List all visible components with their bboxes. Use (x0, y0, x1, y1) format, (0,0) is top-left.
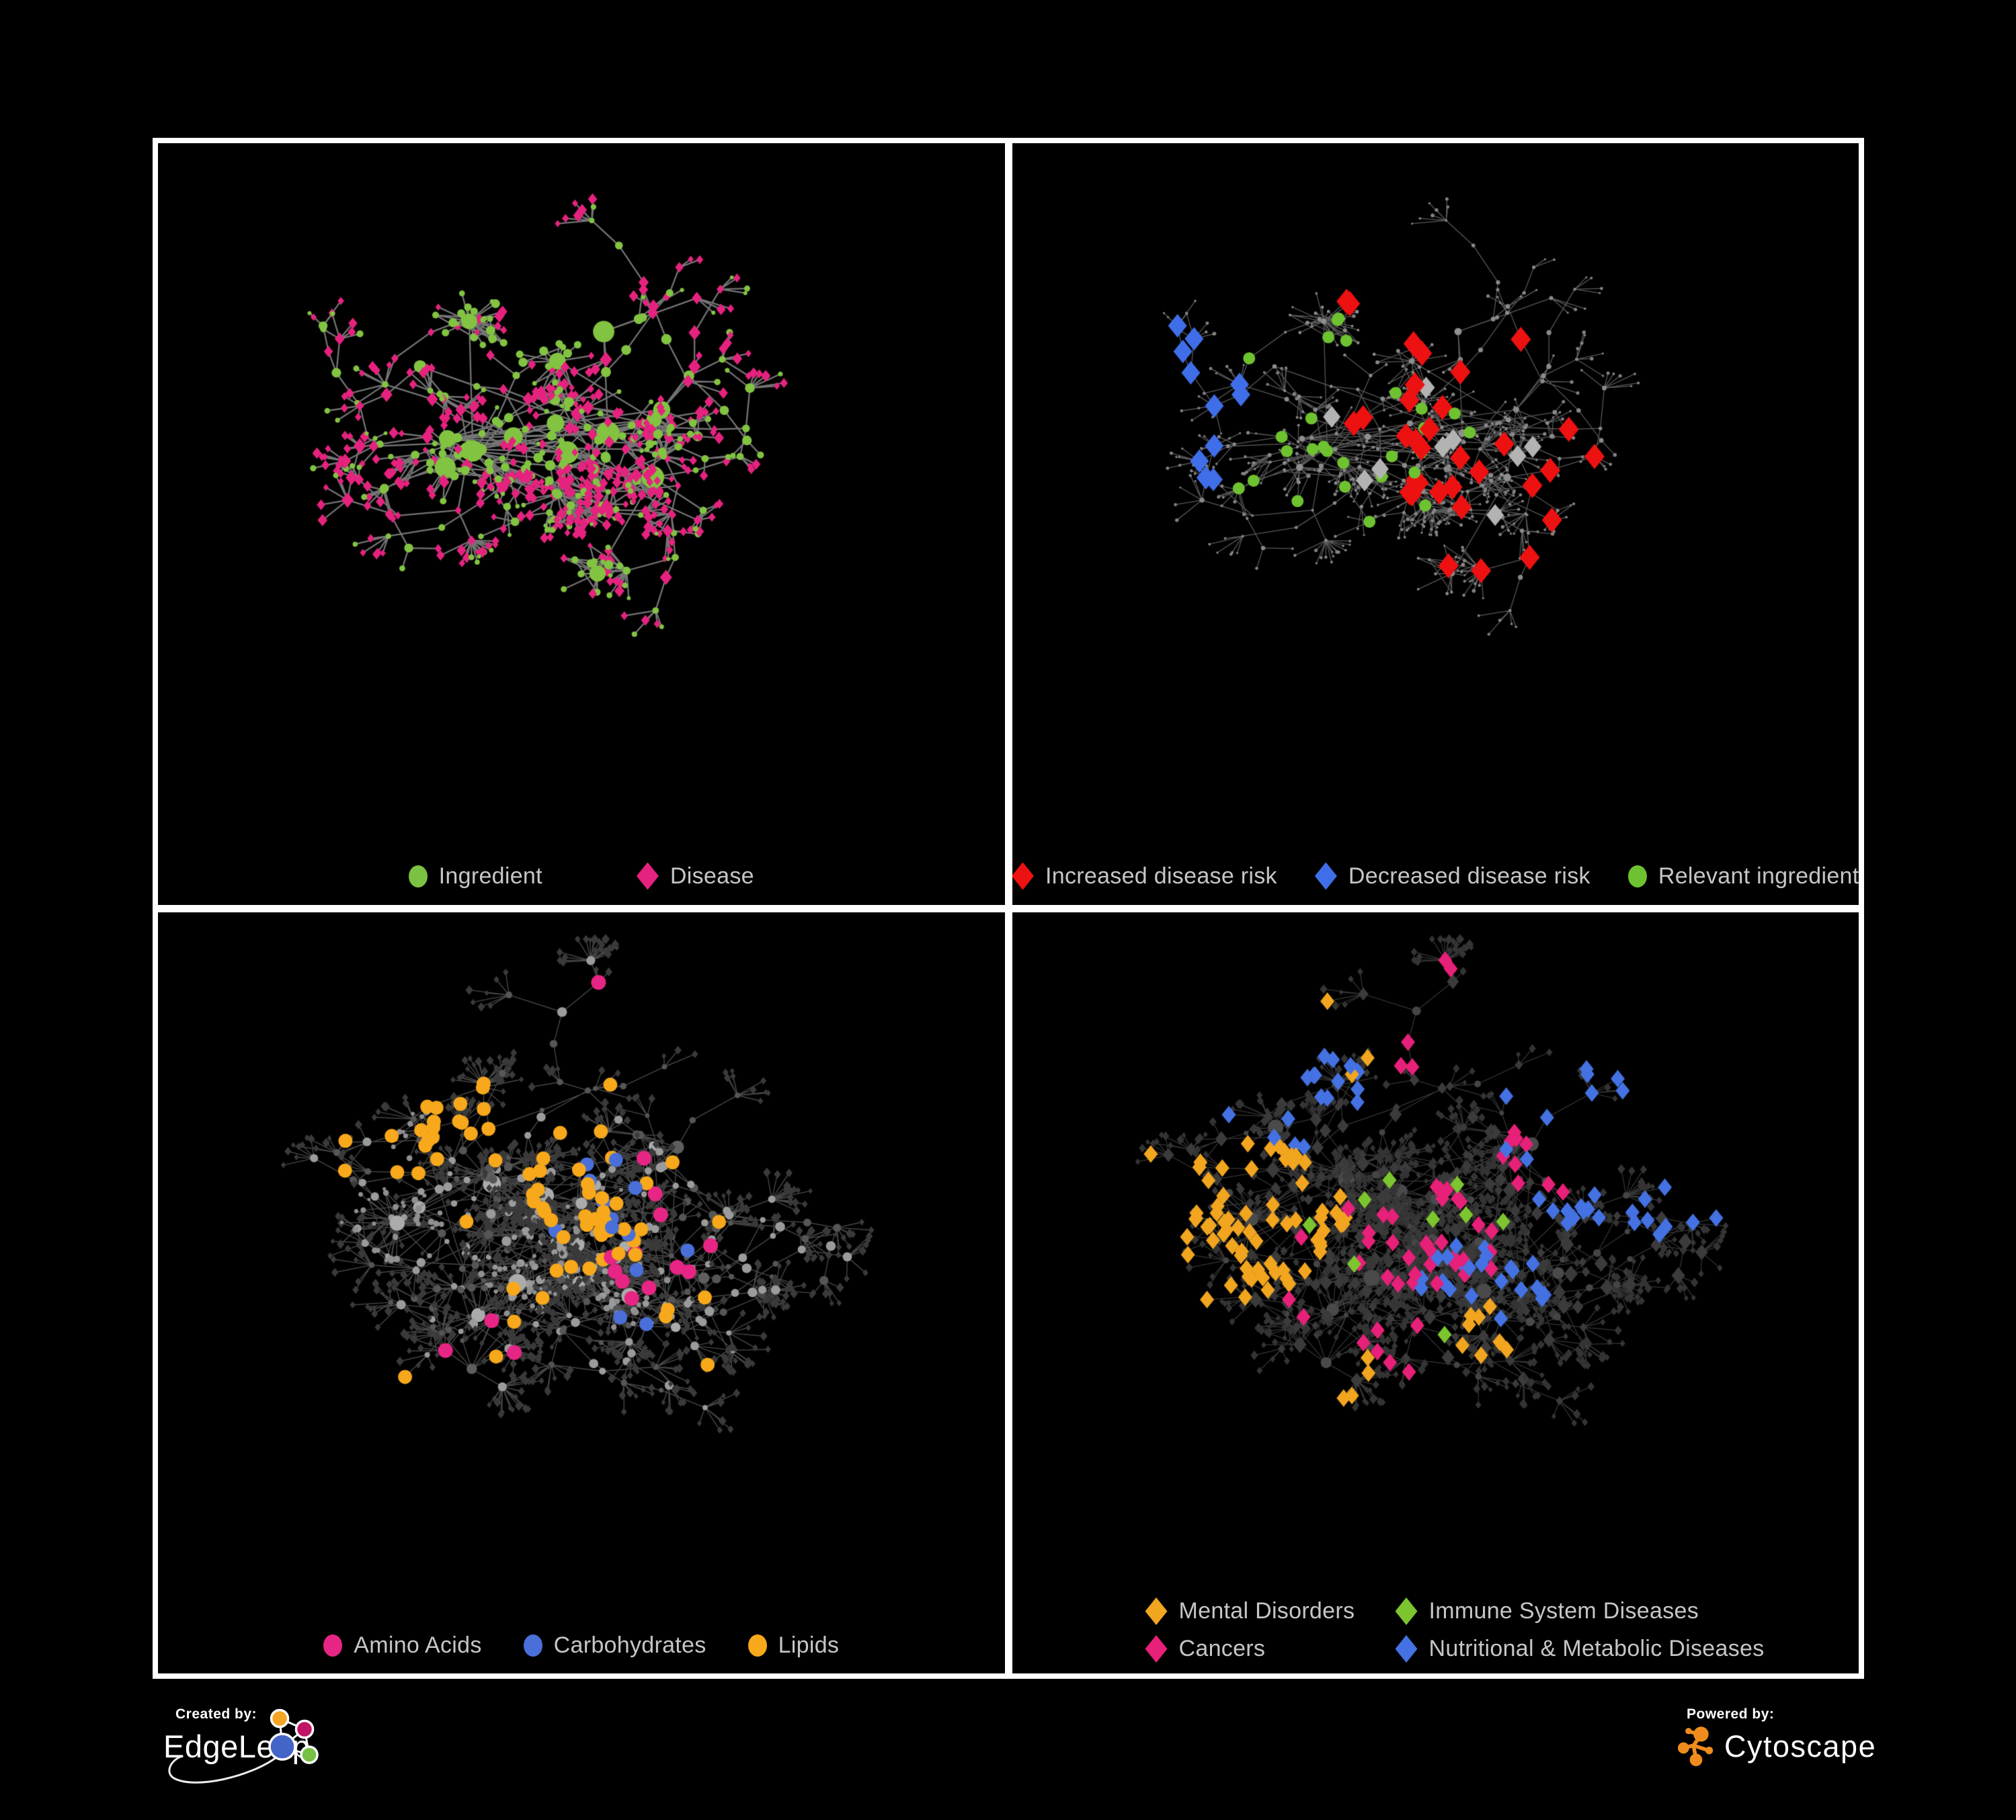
legend-item-lipids: Lipids (748, 1632, 840, 1659)
legend-label: Cancers (1178, 1636, 1266, 1661)
legend-label: Carbohydrates (553, 1632, 707, 1658)
legend-item-ingredient: Ingredient (408, 863, 542, 889)
legend-item-amino-acids: Amino Acids (323, 1632, 481, 1659)
legend-label: Decreased disease risk (1348, 863, 1590, 889)
decreased-risk-swatch-icon (1314, 862, 1337, 890)
nutritional-metabolic-diseases-swatch-icon (1395, 1635, 1418, 1663)
legend-item-immune-system-diseases: Immune System Diseases (1395, 1597, 1765, 1625)
lipids-swatch-icon (748, 1634, 767, 1657)
created-by-label: Created by: (175, 1706, 257, 1722)
legend-label: Immune System Diseases (1428, 1598, 1699, 1624)
panel-ingredient-disease: Ingredient Disease (158, 143, 1005, 905)
powered-by-label: Powered by: (1687, 1706, 1775, 1722)
ingredient-disease-network-canvas (158, 143, 1005, 905)
disease-swatch-icon (636, 862, 659, 890)
cytoscape-brand-row: Cytoscape (1677, 1727, 1876, 1767)
disease-risk-network-canvas (1012, 143, 1859, 905)
cancers-swatch-icon (1145, 1635, 1168, 1663)
cytoscape-credit: Powered by: Cytoscape (1677, 1706, 1960, 1820)
edgeleap-brand-text: EdgeLeap (163, 1729, 311, 1764)
legend-item-relevant-ingredient: Relevant ingredient (1627, 863, 1859, 889)
legend-label: Amino Acids (354, 1632, 482, 1658)
legend-disease-classes: Mental Disorders Immune System Diseases … (1012, 1597, 1859, 1663)
legend-item-mental-disorders: Mental Disorders (1145, 1597, 1396, 1625)
legend-label: Increased disease risk (1045, 863, 1277, 889)
edgeleap-credit: Created by: EdgeLeap (163, 1706, 486, 1820)
legend-item-decreased-risk: Decreased disease risk (1314, 862, 1590, 890)
legend-ingredient-disease: Ingredient Disease (158, 862, 1005, 890)
legend-item-increased-risk: Increased disease risk (1012, 862, 1277, 890)
legend-label: Lipids (778, 1632, 840, 1658)
amino-acids-swatch-icon (323, 1634, 343, 1657)
panel-disease-classes: Mental Disorders Immune System Diseases … (1012, 912, 1859, 1673)
legend-disease-risk: Increased disease risk Decreased disease… (1012, 862, 1859, 890)
panel-disease-risk: Increased disease risk Decreased disease… (1012, 143, 1859, 905)
panels-frame: Ingredient Disease Increased disease ris… (153, 138, 1864, 1679)
legend-nutrient-classes: Amino Acids Carbohydrates Lipids (158, 1632, 1005, 1659)
increased-risk-swatch-icon (1012, 862, 1034, 890)
legend-item-cancers: Cancers (1145, 1635, 1396, 1663)
relevant-ingredient-swatch-icon (1627, 865, 1647, 887)
ingredient-swatch-icon (408, 865, 428, 887)
legend-label: Disease (670, 863, 754, 889)
legend-label: Relevant ingredient (1658, 863, 1859, 889)
cytoscape-brand-text: Cytoscape (1724, 1729, 1877, 1764)
legend-item-carbohydrates: Carbohydrates (523, 1632, 707, 1659)
legend-label: Nutritional & Metabolic Diseases (1428, 1636, 1765, 1661)
legend-label: Mental Disorders (1178, 1598, 1355, 1624)
panel-nutrient-classes: Amino Acids Carbohydrates Lipids (158, 912, 1005, 1673)
legend-item-disease: Disease (636, 862, 754, 890)
carbohydrates-swatch-icon (523, 1634, 542, 1657)
immune-system-diseases-swatch-icon (1395, 1597, 1418, 1625)
legend-item-nutritional-metabolic-diseases: Nutritional & Metabolic Diseases (1395, 1635, 1765, 1663)
disease-classes-network-canvas (1012, 912, 1859, 1673)
mental-disorders-swatch-icon (1145, 1597, 1168, 1625)
nutrient-classes-network-canvas (158, 912, 1005, 1673)
cytoscape-logo-icon (1677, 1727, 1713, 1766)
legend-label: Ingredient (438, 863, 542, 889)
